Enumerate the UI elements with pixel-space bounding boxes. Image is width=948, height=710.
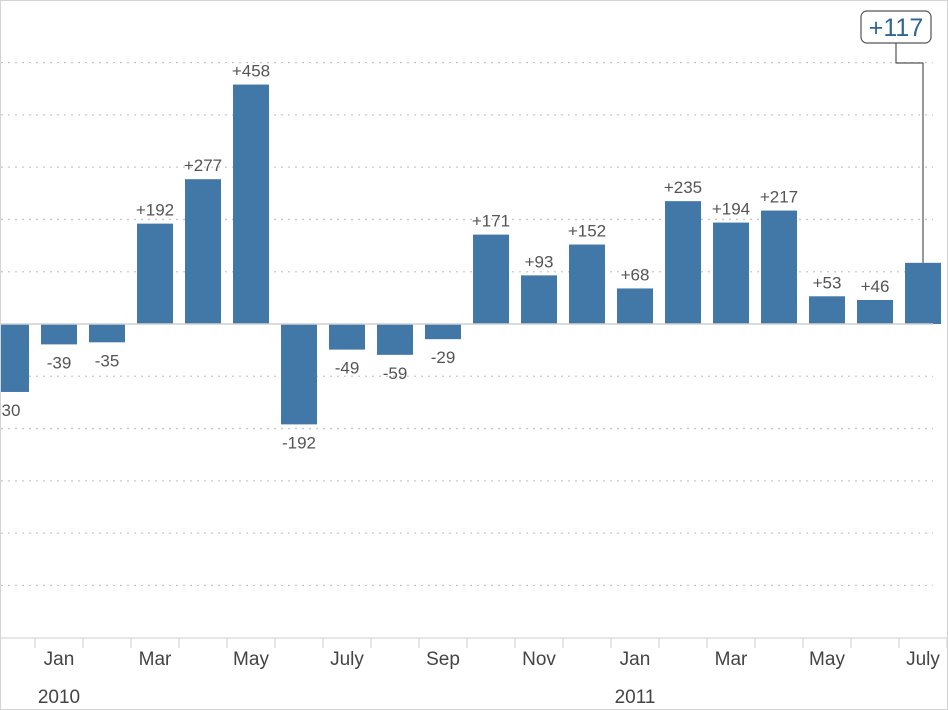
bar-value-label: -59 bbox=[383, 364, 408, 383]
x-tick-label: Sep bbox=[426, 649, 460, 670]
bar-value-label: -39 bbox=[47, 353, 72, 372]
x-tick-label: May bbox=[809, 649, 845, 670]
callout-box bbox=[860, 10, 932, 44]
bar bbox=[521, 275, 557, 324]
x-tick-label: Mar bbox=[139, 649, 172, 670]
year-label: 2011 bbox=[615, 687, 656, 708]
bar bbox=[665, 201, 701, 324]
x-tick-label: July bbox=[330, 649, 364, 670]
year-label: 2010 bbox=[38, 687, 80, 708]
bar bbox=[857, 299, 893, 324]
bar bbox=[377, 324, 413, 355]
bar bbox=[329, 324, 365, 350]
bar bbox=[233, 84, 269, 324]
x-tick-label: Jan bbox=[44, 649, 75, 670]
callout-value: +117 bbox=[869, 14, 923, 42]
x-tick-label: Jan bbox=[620, 649, 651, 670]
bar bbox=[41, 324, 77, 345]
callout-leader-line bbox=[895, 43, 924, 263]
bar-value-label: +277 bbox=[184, 156, 222, 175]
x-tick-label: July bbox=[906, 649, 940, 670]
bar bbox=[185, 179, 221, 324]
bar-value-label: +171 bbox=[472, 212, 510, 231]
x-tick-label: Mar bbox=[715, 649, 748, 670]
bar-value-label: +235 bbox=[664, 178, 702, 197]
x-tick-label: May bbox=[233, 649, 269, 670]
bar-value-label: -29 bbox=[431, 348, 456, 367]
bar-value-label: 30 bbox=[2, 401, 21, 420]
bar bbox=[905, 262, 941, 324]
bar bbox=[809, 296, 845, 324]
bar bbox=[89, 324, 125, 343]
bar-value-label: +152 bbox=[568, 222, 606, 241]
bar-value-label: +458 bbox=[232, 62, 270, 81]
bar bbox=[1, 324, 29, 392]
bar bbox=[473, 234, 509, 324]
bar-value-label: +68 bbox=[621, 265, 650, 284]
bar-value-label: +53 bbox=[813, 273, 842, 292]
bar bbox=[761, 210, 797, 324]
bar-value-label: +93 bbox=[525, 252, 554, 271]
x-tick-label: Nov bbox=[522, 649, 556, 670]
bar bbox=[713, 222, 749, 324]
bar-value-label: +46 bbox=[861, 277, 890, 296]
bar-value-label: +192 bbox=[136, 201, 174, 220]
bar bbox=[137, 223, 173, 324]
bar bbox=[281, 324, 317, 425]
bar-value-label: -35 bbox=[95, 351, 120, 370]
bar bbox=[569, 244, 605, 324]
bar bbox=[617, 288, 653, 324]
bar-value-label: -192 bbox=[282, 433, 316, 452]
bar-value-label: +217 bbox=[760, 188, 798, 207]
bar-value-label: +194 bbox=[712, 200, 750, 219]
bar-value-label: -49 bbox=[335, 359, 360, 378]
bar bbox=[425, 324, 461, 340]
